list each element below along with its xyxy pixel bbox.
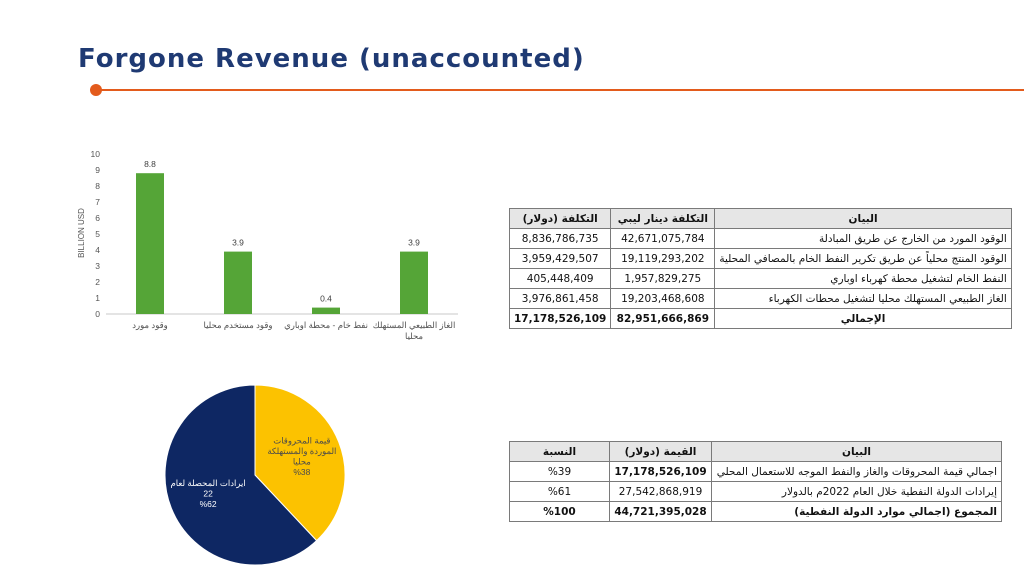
pie-slice — [164, 384, 318, 566]
cost-table: التكلفة (دولار) التكلفة دينار ليبي البيا… — [508, 208, 1012, 329]
y-tick-label: 3 — [95, 261, 100, 271]
bar — [224, 251, 252, 314]
total-label-cell: المجموع (اجمالي موارد الدولة النفطية) — [711, 501, 1002, 522]
total-value-cell: 44,721,395,028 — [609, 501, 712, 522]
y-tick-label: 10 — [91, 149, 101, 159]
x-tick-label: نفط خام - محطة اوباري — [284, 320, 368, 331]
table-row: 8,836,786,735 42,671,075,784 الوقود المو… — [508, 228, 1012, 249]
bar-data-label: 3.9 — [232, 238, 244, 248]
table-total-row: %100 44,721,395,028 المجموع (اجمالي موار… — [509, 501, 1002, 522]
percentage-cell: %39 — [509, 461, 610, 482]
y-tick-label: 8 — [95, 181, 100, 191]
percentage-cell: %61 — [509, 481, 610, 502]
bar — [400, 251, 428, 314]
cost-usd-cell: 3,976,861,458 — [508, 288, 612, 309]
revenue-share-table: النسبة القيمة (دولار) البيان %39 17,178,… — [509, 441, 1002, 522]
x-tick-label: وقود مورد — [132, 320, 168, 331]
pie-slice-label: ايرادات المحصلة لعام 22 %62 — [170, 478, 245, 509]
statement-cell: الغاز الطبيعي المستهلك محليا لتشغيل محطا… — [714, 288, 1012, 309]
bar-chart: BILLION USD 0 1 2 3 4 5 6 7 8 9 10 8.8 وقود مورد 3.9… — [77, 149, 458, 341]
bar — [136, 173, 164, 314]
y-tick-label: 9 — [95, 165, 100, 175]
statement-cell: إيرادات الدولة النفطية خلال العام 2022م … — [711, 481, 1002, 502]
table-row: %39 17,178,526,109 اجمالي قيمة المحروقات… — [509, 461, 1002, 482]
y-tick-label: 4 — [95, 245, 100, 255]
cost-usd-cell: 405,448,409 — [508, 268, 612, 289]
y-tick-label: 0 — [95, 309, 100, 319]
y-tick-label: 1 — [95, 293, 100, 303]
table-header-row: النسبة القيمة (دولار) البيان — [509, 441, 1002, 462]
header-statement: البيان — [714, 208, 1012, 229]
statement-cell: الوقود المنتج محلياً عن طريق تكرير النفط… — [714, 248, 1012, 269]
cost-lyd-cell: 42,671,075,784 — [610, 228, 716, 249]
total-label-cell: الإجمالي — [714, 308, 1012, 329]
table-total-row: 17,178,526,109 82,951,666,869 الإجمالي — [508, 308, 1012, 329]
header-percentage: النسبة — [509, 441, 610, 462]
table-row: 3,976,861,458 19,203,468,608 الغاز الطبي… — [508, 288, 1012, 309]
header-statement: البيان — [711, 441, 1002, 462]
bar — [312, 307, 340, 314]
pie-slice-label: قيمة المحروقات الموردة والمستهلكة محليا %38 — [267, 436, 336, 478]
cost-lyd-cell: 1,957,829,275 — [610, 268, 716, 289]
pie-slice — [254, 384, 346, 542]
page-title: Forgone Revenue (unaccounted) — [78, 44, 585, 74]
statement-cell: الوقود المورد من الخارج عن طريق المبادلة — [714, 228, 1012, 249]
y-tick-label: 6 — [95, 213, 100, 223]
cost-lyd-cell: 19,203,468,608 — [610, 288, 716, 309]
statement-cell: النفط الخام لتشغيل محطة كهرباء اوباري — [714, 268, 1012, 289]
bar-data-label: 3.9 — [408, 238, 420, 248]
cost-usd-cell: 3,959,429,507 — [508, 248, 612, 269]
value-usd-cell: 27,542,868,919 — [609, 481, 712, 502]
y-tick-label: 2 — [95, 277, 100, 287]
table-row: %61 27,542,868,919 إيرادات الدولة النفطي… — [509, 481, 1002, 502]
total-usd-cell: 17,178,526,109 — [508, 308, 612, 329]
x-tick-label: الغاز الطبيعي المستهلك محليا — [373, 320, 456, 341]
pie-chart: قيمة المحروقات الموردة والمستهلكة محليا %38… — [164, 384, 346, 566]
y-tick-label: 7 — [95, 197, 100, 207]
statement-cell: اجمالي قيمة المحروقات والغاز والنفط المو… — [711, 461, 1002, 482]
bar-data-label: 0.4 — [320, 294, 332, 304]
title-rule — [96, 89, 1024, 91]
y-tick-label: 5 — [95, 229, 100, 239]
header-value-usd: القيمة (دولار) — [609, 441, 712, 462]
table-row: 3,959,429,507 19,119,293,202 الوقود المن… — [508, 248, 1012, 269]
total-percentage-cell: %100 — [509, 501, 610, 522]
table-header-row: التكلفة (دولار) التكلفة دينار ليبي البيا… — [508, 208, 1012, 229]
x-tick-label: وقود مستخدم محليا — [204, 320, 273, 331]
header-cost-usd: التكلفة (دولار) — [508, 208, 612, 229]
cost-usd-cell: 8,836,786,735 — [508, 228, 612, 249]
total-lyd-cell: 82,951,666,869 — [610, 308, 716, 329]
header-cost-lyd: التكلفة دينار ليبي — [610, 208, 716, 229]
value-usd-cell: 17,178,526,109 — [609, 461, 712, 482]
cost-lyd-cell: 19,119,293,202 — [610, 248, 716, 269]
bar-data-label: 8.8 — [144, 159, 156, 169]
y-axis-title: BILLION USD — [77, 208, 86, 258]
table-row: 405,448,409 1,957,829,275 النفط الخام لت… — [508, 268, 1012, 289]
